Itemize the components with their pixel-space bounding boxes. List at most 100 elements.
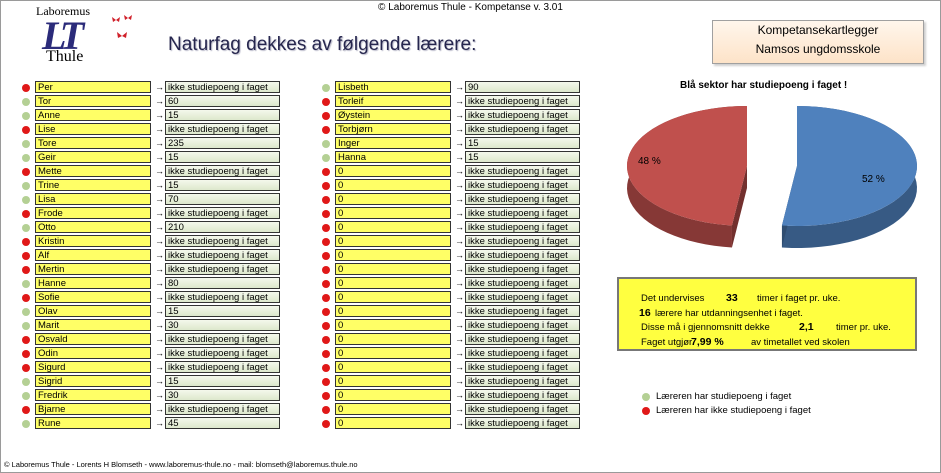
study-points-field: ikke studiepoeng i faget — [165, 263, 280, 275]
footer: © Laboremus Thule - Lorents H Blomseth -… — [4, 460, 358, 469]
logo-top-text: Laboremus — [36, 4, 90, 18]
study-points-field: 45 — [165, 417, 280, 429]
study-points-field: ikke studiepoeng i faget — [465, 207, 580, 219]
copyright-line: © Laboremus Thule - Kompetanse v. 3.01 — [378, 2, 563, 13]
arrow-icon: → — [155, 250, 164, 260]
teacher-name-field[interactable]: 0 — [335, 291, 451, 303]
red-dot-icon — [322, 336, 330, 344]
arrow-icon: → — [455, 166, 464, 176]
teacher-name-field[interactable]: Anne — [35, 109, 151, 121]
logo: Laboremus LT Thule — [32, 4, 142, 68]
teacher-name-field[interactable]: Lisbeth — [335, 81, 451, 93]
legend-green-label: Læreren har studiepoeng i faget — [656, 391, 792, 402]
study-points-field: 15 — [165, 179, 280, 191]
arrow-icon: → — [455, 194, 464, 204]
green-dot-icon — [22, 224, 30, 232]
teacher-name-field[interactable]: Marit — [35, 319, 151, 331]
teacher-name-field[interactable]: 0 — [335, 193, 451, 205]
teacher-name-field[interactable]: Sofie — [35, 291, 151, 303]
teacher-name-field[interactable]: Hanna — [335, 151, 451, 163]
study-points-field: 15 — [165, 375, 280, 387]
red-dot-icon — [322, 224, 330, 232]
arrow-icon: → — [155, 124, 164, 134]
teacher-name-field[interactable]: Osvald — [35, 333, 151, 345]
teacher-name-field[interactable]: 0 — [335, 179, 451, 191]
teacher-name-field[interactable]: Torleif — [335, 95, 451, 107]
teacher-name-field[interactable]: 0 — [335, 305, 451, 317]
teacher-name-field[interactable]: Sigurd — [35, 361, 151, 373]
teacher-name-field[interactable]: Øystein — [335, 109, 451, 121]
teacher-name-field[interactable]: Mertin — [35, 263, 151, 275]
arrow-icon: → — [455, 110, 464, 120]
teacher-name-field[interactable]: Torbjørn — [335, 123, 451, 135]
info-value: 33 — [726, 292, 738, 304]
teacher-name-field[interactable]: Per — [35, 81, 151, 93]
teacher-name-field[interactable]: 0 — [335, 277, 451, 289]
teacher-name-field[interactable]: 0 — [335, 221, 451, 233]
teacher-name-field[interactable]: Trine — [35, 179, 151, 191]
red-dot-icon — [22, 294, 30, 302]
study-points-field: ikke studiepoeng i faget — [465, 95, 580, 107]
teacher-name-field[interactable]: 0 — [335, 319, 451, 331]
teacher-name-field[interactable]: 0 — [335, 249, 451, 261]
study-points-field: 15 — [165, 151, 280, 163]
arrow-icon: → — [155, 110, 164, 120]
info-value: 2,1 — [799, 321, 814, 333]
teacher-name-field[interactable]: Odin — [35, 347, 151, 359]
study-points-field: 235 — [165, 137, 280, 149]
study-points-field: ikke studiepoeng i faget — [165, 291, 280, 303]
teacher-name-field[interactable]: Inger — [335, 137, 451, 149]
red-dot-icon — [322, 350, 330, 358]
arrow-icon: → — [155, 418, 164, 428]
teacher-name-field[interactable]: Hanne — [35, 277, 151, 289]
arrow-icon: → — [455, 222, 464, 232]
teacher-name-field[interactable]: Rune — [35, 417, 151, 429]
teacher-name-field[interactable]: 0 — [335, 361, 451, 373]
teacher-name-field[interactable]: Lisa — [35, 193, 151, 205]
teacher-name-field[interactable]: 0 — [335, 333, 451, 345]
pie-slice-red-edge — [731, 106, 747, 248]
teacher-name-field[interactable]: 0 — [335, 207, 451, 219]
teacher-name-field[interactable]: Mette — [35, 165, 151, 177]
teacher-name-field[interactable]: Lise — [35, 123, 151, 135]
teacher-name-field[interactable]: Kristin — [35, 235, 151, 247]
teacher-name-field[interactable]: 0 — [335, 389, 451, 401]
red-dot-icon — [322, 364, 330, 372]
red-dot-icon — [642, 407, 650, 415]
green-dot-icon — [322, 84, 330, 92]
school-badge: Kompetansekartlegger Namsos ungdomsskole — [712, 20, 924, 64]
teacher-name-field[interactable]: 0 — [335, 347, 451, 359]
red-dot-icon — [22, 210, 30, 218]
teacher-name-field[interactable]: 0 — [335, 403, 451, 415]
teacher-name-field[interactable]: Olav — [35, 305, 151, 317]
teacher-name-field[interactable]: Frode — [35, 207, 151, 219]
teacher-name-field[interactable]: Geir — [35, 151, 151, 163]
teacher-name-field[interactable]: Tore — [35, 137, 151, 149]
arrow-icon: → — [455, 96, 464, 106]
study-points-field: ikke studiepoeng i faget — [465, 305, 580, 317]
teacher-name-field[interactable]: Otto — [35, 221, 151, 233]
teacher-name-field[interactable]: Alf — [35, 249, 151, 261]
study-points-field: ikke studiepoeng i faget — [465, 263, 580, 275]
arrow-icon: → — [155, 208, 164, 218]
green-dot-icon — [22, 196, 30, 204]
info-text: Disse må i gjennomsnitt dekke — [641, 322, 770, 333]
study-points-field: 70 — [165, 193, 280, 205]
teacher-name-field[interactable]: 0 — [335, 263, 451, 275]
teacher-name-field[interactable]: Fredrik — [35, 389, 151, 401]
arrow-icon: → — [455, 278, 464, 288]
teacher-name-field[interactable]: Bjarne — [35, 403, 151, 415]
teacher-name-field[interactable]: 0 — [335, 375, 451, 387]
arrow-icon: → — [455, 390, 464, 400]
study-points-field: ikke studiepoeng i faget — [465, 291, 580, 303]
teacher-name-field[interactable]: 0 — [335, 165, 451, 177]
teacher-name-field[interactable]: 0 — [335, 235, 451, 247]
red-dot-icon — [322, 168, 330, 176]
study-points-field: ikke studiepoeng i faget — [465, 347, 580, 359]
study-points-field: 80 — [165, 277, 280, 289]
teacher-name-field[interactable]: Tor — [35, 95, 151, 107]
info-text: lærere har utdanningsenhet i faget. — [655, 308, 803, 319]
teacher-name-field[interactable]: 0 — [335, 417, 451, 429]
teacher-name-field[interactable]: Sigrid — [35, 375, 151, 387]
red-dot-icon — [322, 126, 330, 134]
